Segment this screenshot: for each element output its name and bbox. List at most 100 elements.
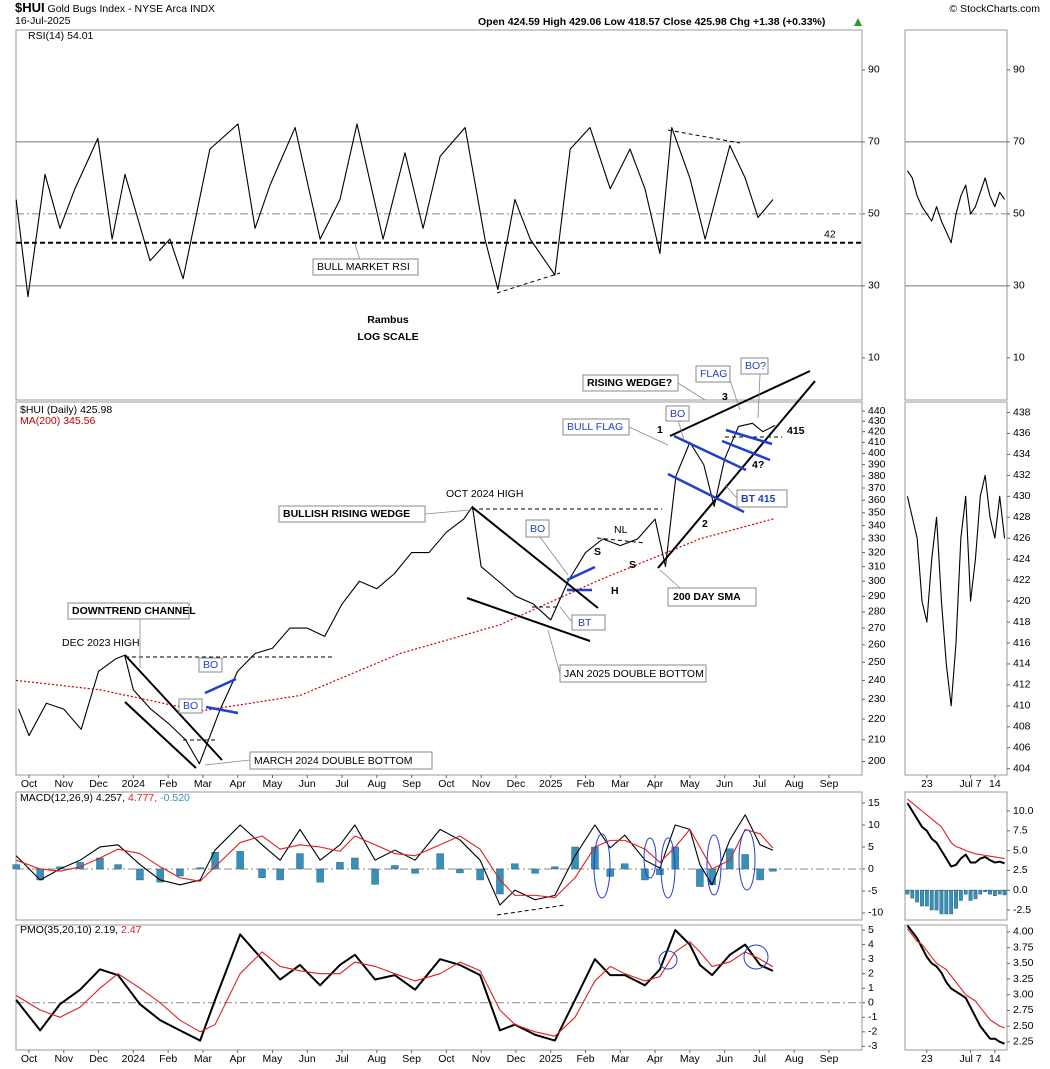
y-tick-label: 290 <box>868 590 886 602</box>
x-tick-label: Apr <box>647 1053 664 1065</box>
panel-frame <box>15 29 863 401</box>
y-tick-label: 3.25 <box>1013 973 1034 985</box>
histogram-bar <box>391 865 399 870</box>
histogram-bar <box>983 890 988 893</box>
y-tick-label: 380 <box>868 470 886 482</box>
y-tick-label: 340 <box>868 519 886 531</box>
source: © StockCharts.com <box>949 3 1040 15</box>
connector <box>677 419 685 441</box>
x-tick-label: Sep <box>820 1053 839 1065</box>
note-box <box>665 405 690 422</box>
note: BT <box>578 617 592 629</box>
y-tick-label: 300 <box>868 575 886 587</box>
histogram-bar <box>708 868 716 886</box>
note-box <box>571 614 606 631</box>
connector <box>724 484 738 499</box>
histogram-bar <box>963 890 968 895</box>
y-tick-label: 428 <box>1013 511 1031 523</box>
x-tick-label: May <box>263 778 284 790</box>
y-tick-label: 420 <box>868 425 886 437</box>
histogram-bar <box>915 890 920 903</box>
header-line: $HUI Gold Bugs Index - NYSE Arca INDX <box>15 0 215 15</box>
note-box <box>695 365 731 383</box>
histogram-bar <box>411 868 419 874</box>
y-tick-label: 10 <box>868 352 880 364</box>
y-tick-label: 404 <box>1013 762 1031 774</box>
y-tick-label: 440 <box>868 405 886 417</box>
x-tick-label: Jul <box>335 1053 348 1065</box>
histogram-bar <box>336 862 344 870</box>
y-tick-label: 2.50 <box>1013 1020 1034 1032</box>
y-tick-label: 390 <box>868 458 886 470</box>
bo-line <box>205 705 239 715</box>
histogram-bar <box>656 868 664 875</box>
y-tick-label: 30 <box>1013 280 1025 292</box>
legend-name: MA(200) <box>20 415 60 427</box>
wedge-line <box>669 370 811 437</box>
y-tick-label: 2.75 <box>1013 1004 1034 1016</box>
series-line <box>906 925 1005 1045</box>
y-tick-label: 412 <box>1013 679 1031 691</box>
y-tick-label: 7.5 <box>1013 825 1028 837</box>
series-line <box>15 828 774 899</box>
wedge-line <box>657 380 816 569</box>
x-tick-label: Jul 7 <box>959 778 981 790</box>
histogram-bar <box>741 854 749 870</box>
connector <box>424 509 471 515</box>
histogram-bar <box>954 890 958 909</box>
wave-label: 1 <box>657 424 663 436</box>
note: OCT 2024 HIGH <box>446 488 523 500</box>
series-line <box>16 517 776 712</box>
connector <box>628 426 669 446</box>
x-tick-label: 14 <box>989 778 1001 790</box>
quote-name: High <box>543 16 566 28</box>
note: DOWNTREND CHANNEL <box>72 605 196 617</box>
y-tick-label: -5 <box>868 885 877 897</box>
wave-label: 2 <box>702 518 708 530</box>
x-tick-label: Oct <box>438 1053 454 1065</box>
up-arrow <box>854 18 862 26</box>
wedge-line <box>466 597 591 642</box>
histogram-bar <box>1002 890 1007 896</box>
quote-value: 418.57 <box>628 16 660 28</box>
y-tick-label: 90 <box>868 64 880 76</box>
histogram-bar <box>196 867 204 870</box>
wedge-line <box>471 506 599 609</box>
note: BO? <box>745 360 766 372</box>
panel-frame <box>904 924 1008 1051</box>
legend: PMO(35,20,10) 2.19, 2.47 <box>20 924 142 936</box>
quote-name: Close <box>663 16 692 28</box>
series-line <box>15 123 774 298</box>
note: BO <box>670 408 685 420</box>
y-tick-label: -2 <box>868 1026 877 1038</box>
x-tick-label: Feb <box>576 778 594 790</box>
y-tick-label: 424 <box>1013 553 1031 565</box>
y-tick-label: 10 <box>868 819 880 831</box>
y-tick-label: 410 <box>868 436 886 448</box>
y-tick-label: 3.50 <box>1013 957 1034 969</box>
x-tick-label: Nov <box>472 1053 491 1065</box>
note-box <box>249 751 433 770</box>
date: 16-Jul-2025 <box>15 15 71 27</box>
change: +1.38 <box>753 16 780 28</box>
quote-value: 429.06 <box>569 16 601 28</box>
trend-line <box>667 129 741 144</box>
x-tick-label: Nov <box>54 1053 73 1065</box>
x-tick-label: Dec <box>89 1053 108 1065</box>
x-tick-label: Jun <box>716 778 733 790</box>
level-label: 415 <box>787 425 805 437</box>
y-tick-label: 438 <box>1013 406 1031 418</box>
histogram-bar <box>944 890 949 915</box>
connector <box>757 373 761 419</box>
x-tick-label: Aug <box>785 778 804 790</box>
note-box <box>67 602 190 620</box>
flag-line <box>673 434 747 472</box>
y-tick-label: 410 <box>1013 700 1031 712</box>
level-label: 42 <box>824 228 836 240</box>
y-tick-label: 240 <box>868 674 886 686</box>
y-tick-label: 418 <box>1013 616 1031 628</box>
histogram-bar <box>114 864 122 870</box>
highlight <box>743 944 769 970</box>
note-box <box>525 519 550 538</box>
